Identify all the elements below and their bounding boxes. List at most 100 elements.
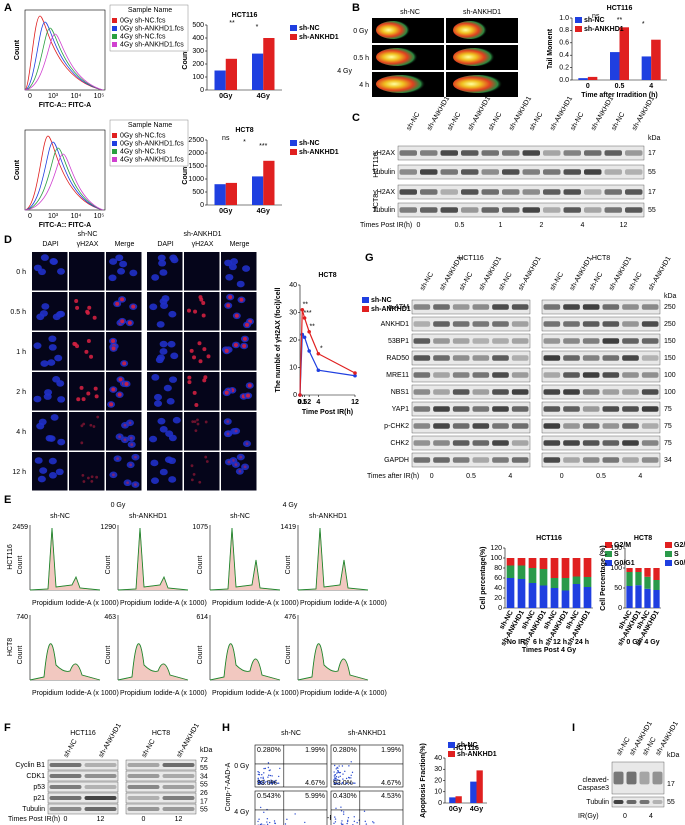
nucleus bbox=[33, 264, 42, 272]
axis-title: IR(Gy) bbox=[578, 813, 599, 820]
band bbox=[492, 389, 509, 395]
event bbox=[257, 770, 259, 773]
band bbox=[413, 355, 431, 361]
bar-segment bbox=[635, 568, 642, 572]
bar-segment bbox=[528, 568, 537, 583]
point bbox=[307, 349, 311, 353]
band bbox=[622, 304, 639, 310]
band bbox=[641, 423, 659, 429]
bar-segment bbox=[572, 584, 581, 608]
row-label: RAD50 bbox=[386, 355, 409, 362]
band bbox=[49, 807, 82, 811]
cell-line: HCT116 bbox=[7, 544, 14, 570]
legend-label: G0/G1 bbox=[674, 560, 685, 567]
band bbox=[602, 321, 620, 327]
blot-row bbox=[411, 435, 531, 451]
band bbox=[413, 338, 431, 344]
kda-marker: 150 bbox=[664, 355, 676, 362]
event bbox=[350, 774, 352, 777]
histogram-curve bbox=[24, 141, 104, 211]
bar bbox=[476, 770, 483, 803]
micrograph bbox=[184, 332, 220, 371]
foci bbox=[187, 380, 192, 385]
lane-label: sh-ANKHD1 bbox=[647, 255, 672, 292]
band bbox=[49, 796, 82, 800]
nucleus bbox=[163, 384, 172, 392]
y-axis-label: Counts bbox=[182, 160, 189, 184]
blot-row bbox=[125, 792, 197, 804]
significance: * bbox=[320, 346, 323, 353]
significance: * bbox=[256, 24, 259, 31]
band bbox=[641, 321, 659, 327]
event bbox=[346, 820, 349, 823]
nucleus bbox=[55, 468, 64, 476]
band bbox=[472, 304, 490, 310]
event bbox=[271, 775, 273, 777]
event bbox=[269, 774, 272, 777]
blot-row bbox=[411, 350, 531, 366]
band bbox=[641, 389, 659, 395]
band bbox=[563, 372, 580, 378]
foci bbox=[191, 420, 195, 424]
chart-title: HCT8 bbox=[634, 535, 652, 542]
x-tick-label: 4 bbox=[649, 83, 653, 90]
foci bbox=[245, 322, 250, 327]
band bbox=[472, 321, 490, 327]
bar-segment bbox=[635, 572, 642, 586]
row-label: 1 h bbox=[16, 349, 26, 356]
channel-label: γH2AX bbox=[192, 241, 214, 248]
y-tick-label: 0 bbox=[200, 202, 204, 209]
significance: ns bbox=[592, 13, 600, 20]
legend-label: sh-ANKHD1 bbox=[584, 26, 624, 33]
band bbox=[452, 355, 470, 361]
event bbox=[335, 783, 337, 785]
row-label: Tubulin bbox=[372, 207, 395, 214]
foci bbox=[194, 402, 199, 407]
cell-line: HCT8 bbox=[7, 638, 14, 656]
band bbox=[563, 150, 581, 156]
band bbox=[511, 389, 529, 395]
x-axis-label: Propidium Iodide-A (x 1000) bbox=[32, 600, 119, 607]
blot-row bbox=[397, 184, 645, 200]
bar-segment bbox=[550, 558, 559, 578]
cycle-fit bbox=[117, 643, 189, 681]
significance: *** bbox=[259, 143, 267, 150]
legend-swatch bbox=[290, 140, 297, 146]
foci bbox=[239, 297, 244, 302]
axis-title: Times Post IR(h) bbox=[8, 816, 60, 823]
event bbox=[347, 776, 350, 779]
event bbox=[353, 820, 356, 823]
x-tick-label: 2 bbox=[307, 399, 311, 406]
band bbox=[162, 774, 195, 778]
band bbox=[420, 207, 438, 213]
foci bbox=[203, 375, 208, 380]
foci bbox=[243, 465, 247, 469]
x-tick-label: 10⁵ bbox=[94, 93, 105, 100]
event bbox=[261, 774, 263, 776]
foci bbox=[95, 475, 99, 479]
cycle-fit bbox=[209, 643, 281, 681]
legend-swatch bbox=[448, 742, 455, 748]
event bbox=[257, 777, 259, 780]
nucleus bbox=[151, 274, 160, 281]
nucleus bbox=[38, 418, 47, 426]
legend-label: sh-ANKHD1 bbox=[457, 751, 497, 758]
point bbox=[300, 307, 305, 312]
band bbox=[461, 169, 479, 175]
bar-segment bbox=[539, 569, 548, 586]
event bbox=[268, 774, 270, 776]
quadrant-value: 1.99% bbox=[381, 747, 401, 754]
x-tick-label: 0 bbox=[586, 83, 590, 90]
band bbox=[472, 338, 490, 344]
cycle-histogram bbox=[117, 527, 189, 591]
time-label: 0.5 bbox=[466, 473, 476, 480]
histogram-curve bbox=[24, 21, 104, 91]
foci bbox=[234, 429, 238, 433]
band bbox=[413, 440, 431, 446]
channel-label: γH2AX bbox=[77, 241, 99, 248]
y-axis-label: Tail Moment bbox=[547, 28, 554, 69]
nucleus bbox=[228, 263, 237, 271]
band bbox=[162, 763, 195, 767]
event bbox=[284, 823, 287, 825]
y-tick-label: 0.4 bbox=[559, 52, 569, 59]
